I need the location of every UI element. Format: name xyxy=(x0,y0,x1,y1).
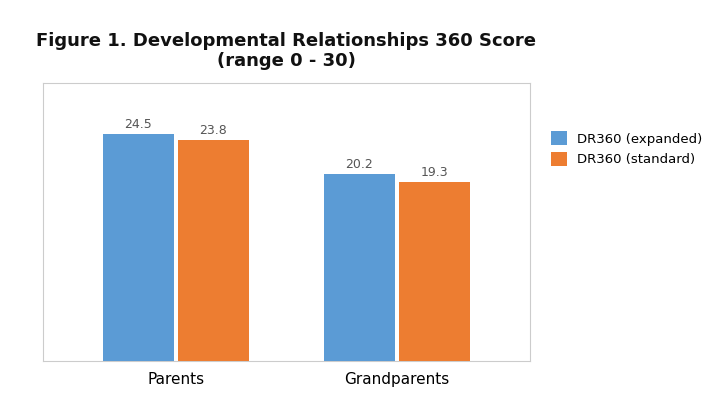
Bar xyxy=(324,174,395,361)
Title: Figure 1. Developmental Relationships 360 Score
(range 0 - 30): Figure 1. Developmental Relationships 36… xyxy=(37,32,536,70)
Bar xyxy=(178,140,248,361)
Legend: DR360 (expanded), DR360 (standard): DR360 (expanded), DR360 (standard) xyxy=(551,131,702,166)
Bar xyxy=(102,134,173,361)
Text: 23.8: 23.8 xyxy=(200,124,227,137)
Text: 20.2: 20.2 xyxy=(346,158,373,171)
Bar xyxy=(400,182,470,361)
Text: 24.5: 24.5 xyxy=(125,118,152,131)
Text: 19.3: 19.3 xyxy=(421,166,448,179)
